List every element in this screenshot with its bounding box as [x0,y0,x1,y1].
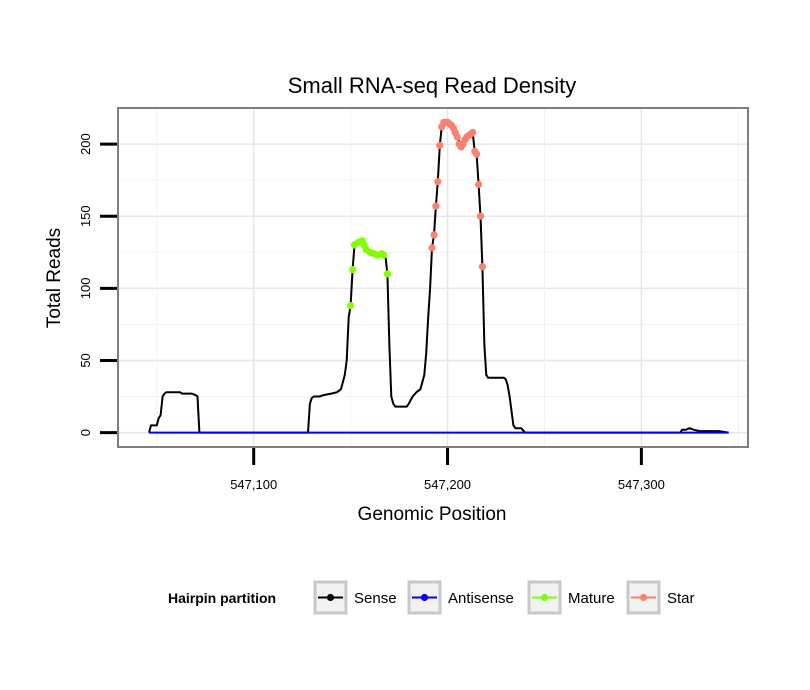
data-point-star [476,212,485,220]
data-point-star [473,150,481,158]
legend: Hairpin partition Sense Antisense Mature St… [168,580,695,615]
data-point-star [430,231,438,239]
data-point-mature [349,266,357,274]
data-point-star [469,128,477,137]
data-point-star [432,202,440,210]
y-tick-label: 50 [78,353,93,367]
series-layer [148,118,729,434]
legend-label-antisense: Antisense [448,590,514,607]
legend-label-sense: Sense [354,590,397,607]
y-tick-label: 0 [78,429,93,436]
legend-key-point [420,593,429,602]
axes: 0 50 100 150 200 547,100 547,200 547,300 [78,133,665,492]
y-tick-label: 100 [78,277,93,299]
x-axis-title: Genomic Position [358,504,507,525]
legend-key-point [326,593,335,602]
plot-panel-border [117,107,749,448]
series-line-sense [148,121,729,434]
y-axis-title: Total Reads [44,228,65,328]
grid [118,108,748,447]
data-point-star [453,133,461,141]
legend-label-star: Star [667,590,695,607]
data-point-star [478,263,486,271]
data-point-star [428,244,436,252]
data-point-star [475,180,483,189]
data-point-mature [383,270,391,278]
data-point-mature [380,251,388,259]
legend-key-point [639,593,648,602]
y-tick-label: 150 [78,205,93,227]
data-point-star [436,141,444,150]
chart-title: Small RNA-seq Read Density [288,73,577,98]
data-point-mature [347,302,355,310]
x-tick-label: 547,100 [230,477,277,492]
legend-label-mature: Mature [568,590,615,607]
data-point-star [434,178,442,186]
x-tick-label: 547,300 [618,477,665,492]
y-tick-label: 200 [78,133,93,155]
legend-title: Hairpin partition [168,590,276,606]
legend-key-point [540,593,549,602]
x-tick-label: 547,200 [424,477,471,492]
